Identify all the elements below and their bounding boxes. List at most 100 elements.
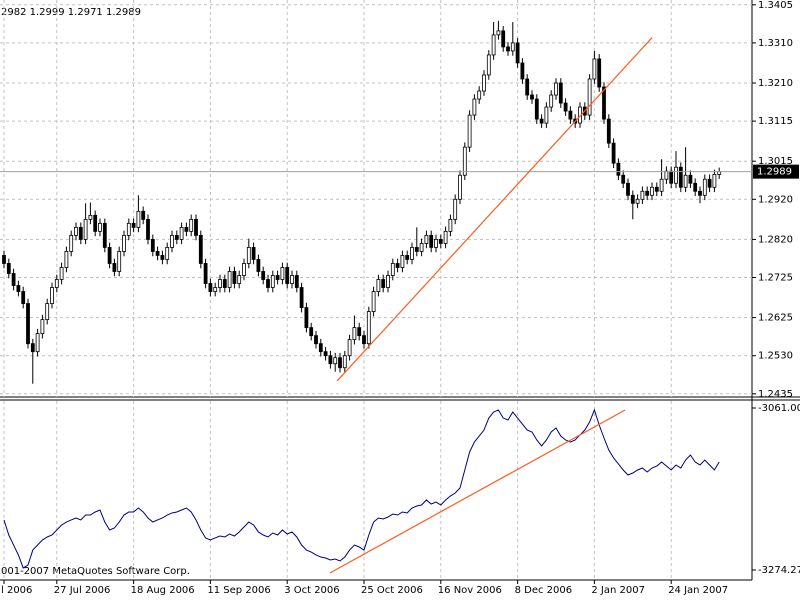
candle-body [659,178,664,192]
candle-body [40,319,45,335]
candle-body [386,275,390,288]
candle-body [299,287,304,308]
x-tick-label: 27 Jul 2006 [54,585,111,596]
candle-body [69,234,74,252]
candle-body [400,255,405,268]
candle-body [141,210,146,220]
candle-body [342,355,347,369]
ohlc-header: 2982 1.2999 1.2971 1.2989 [1,7,141,18]
candle-body [26,303,30,345]
candle-body [246,247,251,264]
candle-body [165,247,170,260]
candle-body [371,291,376,312]
y-tick-label: 1.2920 [758,194,793,205]
candle-body [563,102,568,112]
candle-body [683,174,688,188]
candle-body [698,190,702,196]
candle-body [506,46,510,52]
candle-body [179,226,184,240]
candle-body [261,271,266,280]
x-tick-label: 2 Jan 2007 [591,585,645,596]
candle-body [674,166,678,184]
candle-body [131,222,136,228]
trendline [329,409,626,574]
candle-body [539,118,544,124]
candle-body [678,166,683,188]
candle-body [347,339,352,357]
x-tick-label: 16 Nov 2006 [438,585,502,596]
candle-body [645,190,650,196]
indicator-line [3,408,720,569]
candle-body [664,170,669,180]
candle-body [621,174,626,184]
candle-body [669,170,674,184]
candle-body [376,279,381,292]
candle-body [429,234,434,248]
candle-body [515,42,520,64]
candle-body [395,263,400,268]
candle-body [107,247,112,264]
candle-body [11,273,16,286]
candle-body [544,106,549,124]
candle-body [126,222,131,236]
candle-body [520,62,525,80]
candle-body [136,210,141,228]
candle-body [150,239,155,252]
y-tick-label: -3061.00 [758,403,800,414]
candle-body [160,255,165,260]
candle-body [438,239,443,244]
candle-body [534,98,539,120]
candle-body [352,327,357,341]
candle-body [338,357,342,369]
trendline [336,37,653,382]
candle-body [390,263,395,276]
candle-body [323,351,328,357]
candle-body [501,30,506,48]
y-tick-label: 1.3405 [758,0,793,11]
candle-body [525,78,530,96]
y-tick-label: 1.3015 [758,156,793,167]
candle-body [93,214,98,232]
candle-body [304,307,309,329]
candle-body [45,303,50,321]
candle-body [59,267,64,280]
candle-body [189,218,194,232]
candle-body [458,174,462,200]
candle-body [630,194,635,204]
candle-body [35,333,40,353]
candle-body [530,94,534,100]
y-tick-label: 1.2530 [758,351,793,362]
candle-body [549,94,554,108]
candle-body [227,271,232,288]
copyright: 001-2007 MetaQuotes Software Corp. [1,566,190,577]
candle-body [98,222,102,232]
candle-body [218,279,222,288]
x-tick-label: l 2006 [1,585,32,596]
candle-body [30,343,35,353]
candle-body [318,343,323,353]
candle-body [294,275,299,288]
candle-body [462,146,467,176]
candle-body [198,234,203,264]
candle-body [640,190,645,200]
candle-body [21,291,26,304]
y-tick-label: 1.2725 [758,272,793,283]
candle-body [688,174,693,184]
candle-body [117,251,122,272]
candle-body [357,327,362,337]
candle-body [314,335,318,345]
candle-body [477,90,482,100]
candle-body [270,275,275,288]
candle-body [707,178,712,188]
y-tick-label: 1.3115 [758,116,793,127]
candle-body [102,222,107,248]
candle-body [16,285,21,292]
candle-body [280,267,285,280]
candle-body [424,234,429,244]
y-tick-label: 1.2820 [758,234,793,245]
candle-body [88,214,93,220]
candle-body [64,251,69,268]
candle-body [285,267,290,284]
candle-body [275,275,280,280]
